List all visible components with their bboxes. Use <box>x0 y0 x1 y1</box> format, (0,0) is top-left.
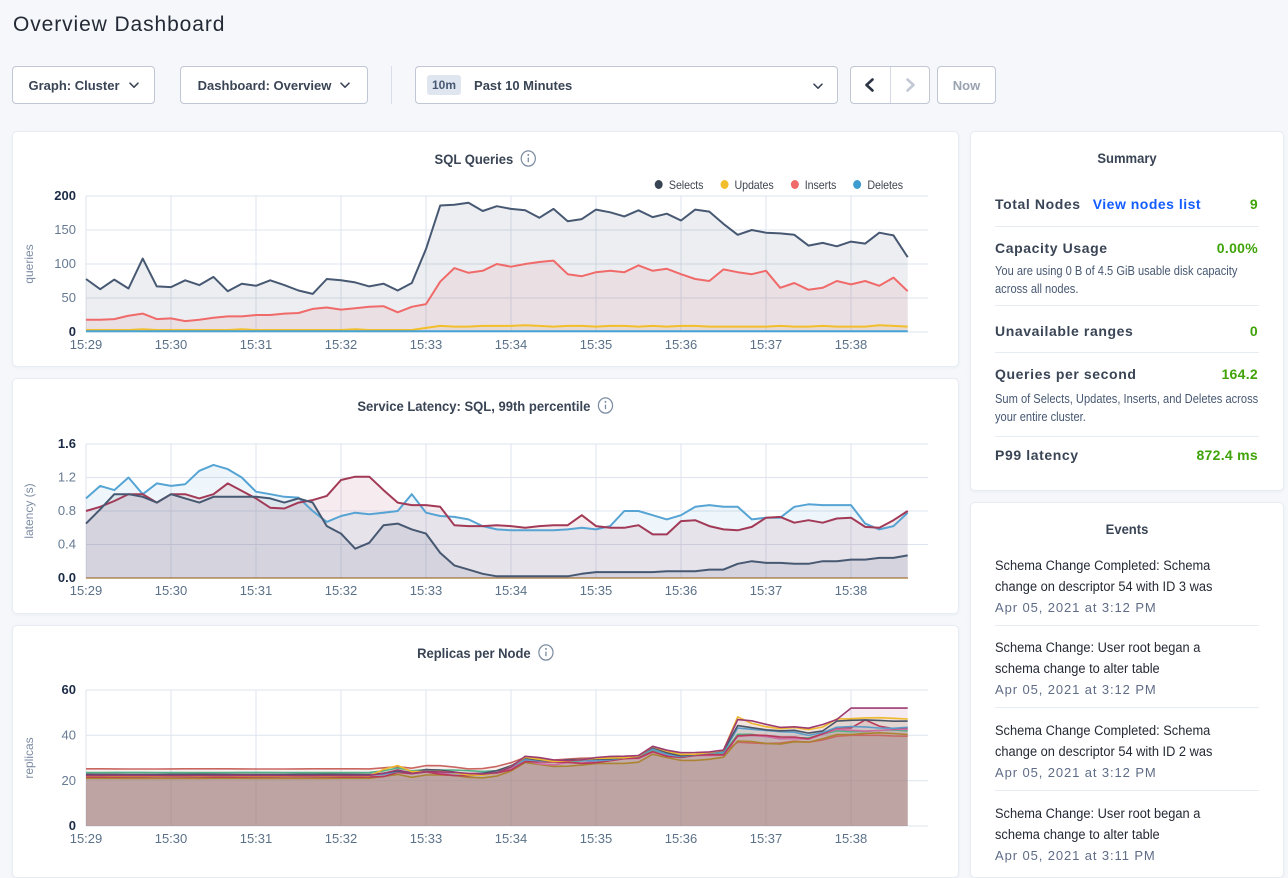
svg-text:15:33: 15:33 <box>410 583 443 598</box>
svg-text:15:30: 15:30 <box>155 831 188 846</box>
svg-text:15:31: 15:31 <box>240 337 273 352</box>
svg-text:15:33: 15:33 <box>410 831 443 846</box>
svg-text:15:36: 15:36 <box>665 831 698 846</box>
svg-text:15:35: 15:35 <box>580 337 613 352</box>
svg-text:150: 150 <box>54 222 76 237</box>
svg-text:15:29: 15:29 <box>70 337 103 352</box>
svg-text:15:29: 15:29 <box>70 831 103 846</box>
svg-text:40: 40 <box>62 728 76 743</box>
svg-text:1.6: 1.6 <box>58 436 76 451</box>
svg-text:15:31: 15:31 <box>240 831 273 846</box>
svg-text:15:38: 15:38 <box>835 583 868 598</box>
svg-text:15:34: 15:34 <box>495 337 528 352</box>
svg-text:15:38: 15:38 <box>835 337 868 352</box>
svg-text:15:31: 15:31 <box>240 583 273 598</box>
svg-text:15:37: 15:37 <box>750 337 783 352</box>
svg-text:15:37: 15:37 <box>750 831 783 846</box>
svg-text:20: 20 <box>62 773 76 788</box>
svg-text:15:30: 15:30 <box>155 583 188 598</box>
svg-text:0: 0 <box>69 324 76 339</box>
svg-text:15:36: 15:36 <box>665 583 698 598</box>
svg-text:15:32: 15:32 <box>325 583 358 598</box>
svg-text:15:29: 15:29 <box>70 583 103 598</box>
svg-text:15:35: 15:35 <box>580 831 613 846</box>
svg-text:1.2: 1.2 <box>58 470 76 485</box>
svg-text:0.0: 0.0 <box>58 570 76 585</box>
svg-text:15:33: 15:33 <box>410 337 443 352</box>
svg-text:15:32: 15:32 <box>325 831 358 846</box>
svg-text:15:36: 15:36 <box>665 337 698 352</box>
svg-text:15:38: 15:38 <box>835 831 868 846</box>
svg-text:15:32: 15:32 <box>325 337 358 352</box>
svg-text:100: 100 <box>54 256 76 271</box>
svg-text:0.8: 0.8 <box>58 503 76 518</box>
svg-text:15:34: 15:34 <box>495 831 528 846</box>
svg-text:latency (s): latency (s) <box>22 483 36 538</box>
svg-text:15:30: 15:30 <box>155 337 188 352</box>
svg-text:200: 200 <box>54 188 76 203</box>
svg-text:60: 60 <box>62 682 76 697</box>
svg-text:15:37: 15:37 <box>750 583 783 598</box>
svg-text:15:35: 15:35 <box>580 583 613 598</box>
svg-text:queries: queries <box>22 244 36 283</box>
svg-text:0: 0 <box>69 818 76 833</box>
svg-text:15:34: 15:34 <box>495 583 528 598</box>
svg-text:50: 50 <box>62 290 76 305</box>
svg-text:0.4: 0.4 <box>58 537 76 552</box>
svg-text:replicas: replicas <box>22 737 36 778</box>
